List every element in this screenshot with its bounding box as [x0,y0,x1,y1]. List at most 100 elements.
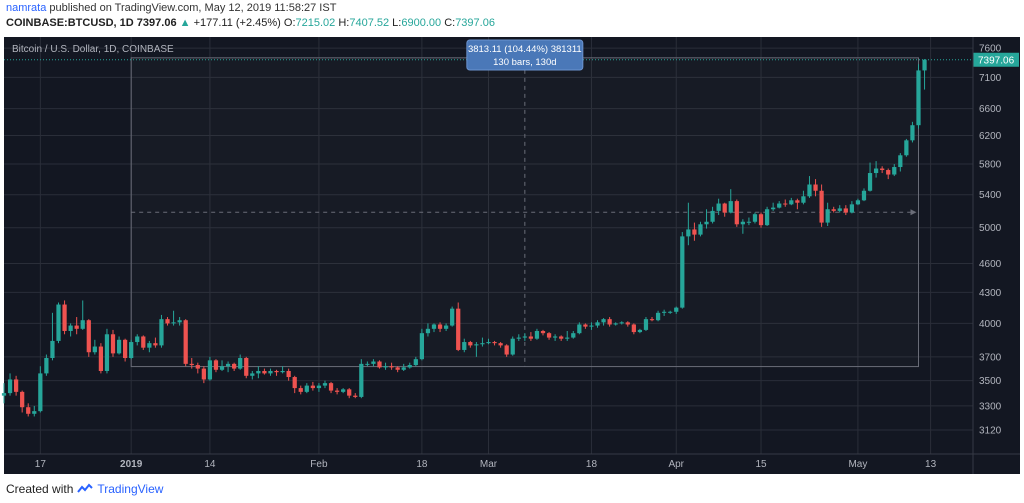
candle-body-up [159,319,164,346]
y-tick-label: 3300 [979,401,1002,412]
candle-body-up [698,224,703,235]
candle-body-down [492,342,497,344]
footer: Created with TradingView [6,482,163,496]
time-axis[interactable]: 17 2019 14 Feb 18 Mar 18 Apr 15 May 13 [35,459,937,470]
candle-body-down [437,324,443,329]
candle-body-up [746,221,752,223]
candle-body-up [68,325,73,331]
candle-body-up [322,383,328,386]
candle-body-up [207,360,213,380]
high-label: H: [338,17,350,29]
candle-body-up [855,200,861,205]
candle-body-down [353,395,358,397]
x-tick-label: 18 [586,459,598,470]
candle-body-down [274,370,279,373]
high-value: 7407.52 [349,17,390,29]
candle-body-up [674,307,679,312]
y-tick-label: 3700 [979,352,1002,363]
candle-body-up [256,370,261,374]
candle-body-up [801,196,806,203]
measure-tool [130,57,919,368]
candle-body-down [244,358,249,376]
candle-body-up [238,358,243,369]
candle-body-down [456,308,461,350]
candle-body-down [334,390,340,392]
x-tick-label: Feb [310,459,328,470]
candle-body-down [292,377,297,389]
candle-body-down [195,365,200,369]
candle-body-up [892,167,897,175]
candle-body-down [328,383,334,391]
candle-body-down [13,379,19,392]
close-label: C: [444,17,456,29]
candle-body-up [104,334,110,371]
candle-body-up [534,330,540,339]
candle-body-down [213,360,219,370]
y-tick-label: 3500 [979,376,1002,387]
x-tick-label: 14 [204,459,216,470]
open-label: O: [283,17,296,29]
candle-body-up [516,337,521,339]
tradingview-brand-link[interactable]: TradingView [97,482,164,496]
measure-label-line2: 130 bars, 130d [493,57,556,68]
close-value: 7397.06 [455,17,495,29]
candle-body-up [613,323,618,325]
candle-body-up [807,184,812,197]
candle-body-down [583,324,588,327]
candle-body-up [565,337,570,339]
plot-background [4,37,1020,474]
candle-body-up [177,320,182,323]
candle-body-down [559,336,564,339]
open-value: 7215.02 [295,17,336,29]
candle-body-down [183,320,188,364]
candle-body-down [286,370,291,378]
candle-body-down [310,385,315,389]
price-axis[interactable]: 7600 7100 6600 6200 5800 5400 5000 4600 4300 4000… [979,44,1002,437]
candle-body-up [359,363,364,397]
candle-body-down [347,389,352,396]
candle-body-up [680,236,685,308]
candle-body-up [910,125,915,141]
x-tick-label: 15 [755,459,767,470]
candle-body-down [86,320,91,353]
x-tick-label: May [848,459,867,470]
ohlc-summary: COINBASE:BTCUSD, 1D 7397.06 ▲ +177.11 (+… [6,17,495,29]
candle-body-up [116,339,122,354]
candle-body-up [916,70,921,126]
candle-body-down [631,324,636,333]
candle-body-up [1,393,7,396]
measure-arrow-right-icon [910,209,917,216]
last-price-line: 7397.06 [4,52,1019,67]
candle-body-down [734,201,739,225]
candle-body-up [407,365,412,368]
y-tick-label: 5800 [979,160,1002,171]
candle-body-down [504,345,509,355]
candle-body-down [540,330,546,334]
candle-body-up [443,325,449,329]
candle-body-up [219,366,225,370]
candle-body-down [201,368,206,380]
candle-body-up [643,319,649,330]
low-label: L: [392,17,402,29]
candle-body-up [728,201,733,213]
candle-body-up [383,366,388,368]
candle-body-down [886,170,891,175]
candle-body-up [341,389,346,392]
candle-body-up [789,200,794,205]
measure-label: 3813.11 (104.44%) 381311 130 bars, 130d [466,39,584,71]
candle-body-up [316,385,322,389]
candle-body-up [401,367,406,370]
candle-body-down [74,325,79,329]
candle-body-up [601,319,606,323]
author-link[interactable]: namrata [6,2,47,14]
candle-body-up [480,343,485,345]
tradingview-logo-icon [77,483,94,493]
candle-body-up [56,304,61,341]
candle-body-down [498,343,503,346]
candle-body-up [365,363,370,365]
candle-body-down [819,190,824,223]
candle-body-up [873,168,879,174]
candle-body-up [577,324,582,334]
measure-label-line1: 3813.11 (104.44%) 381311 [468,44,582,55]
